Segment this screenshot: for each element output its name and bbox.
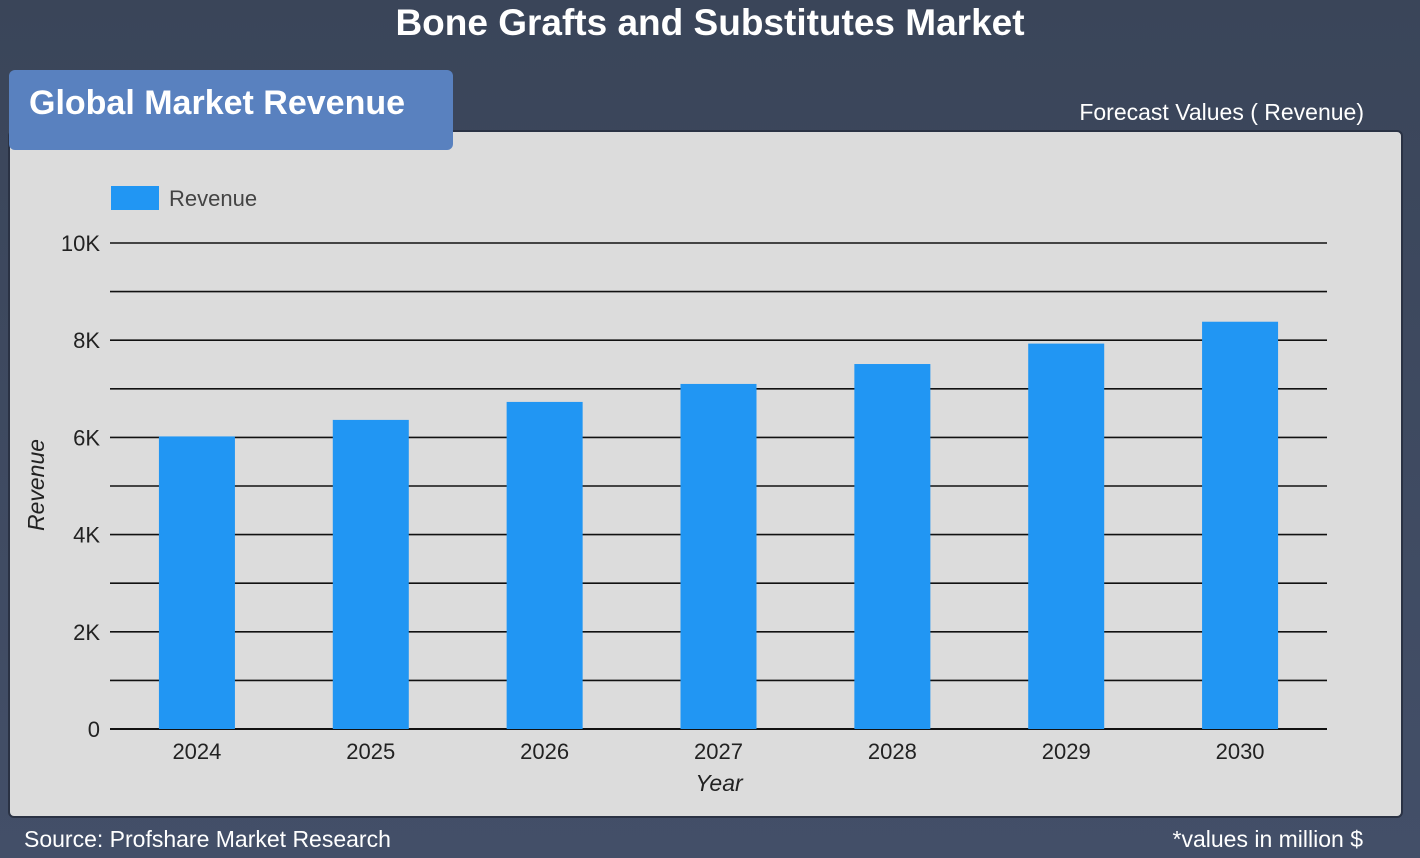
bar-2028 bbox=[854, 364, 931, 729]
bar-2029 bbox=[1028, 343, 1105, 729]
bar-2024 bbox=[158, 436, 235, 729]
forecast-label: Forecast Values ( Revenue) bbox=[1079, 99, 1364, 125]
bar-2027 bbox=[680, 383, 757, 729]
bars bbox=[158, 321, 1279, 729]
x-tick-label: 2029 bbox=[1042, 739, 1091, 764]
revenue-tab: Global Market Revenue bbox=[9, 70, 453, 150]
bar-2026 bbox=[506, 401, 583, 729]
revenue-tab-label: Global Market Revenue bbox=[29, 84, 406, 122]
bar-2030 bbox=[1202, 321, 1279, 729]
y-tick-label: 6K bbox=[73, 425, 100, 450]
x-tick-label: 2025 bbox=[346, 739, 395, 764]
legend-swatch-revenue bbox=[111, 186, 159, 210]
units-note: *values in million $ bbox=[1172, 826, 1363, 852]
y-tick-label: 8K bbox=[73, 328, 100, 353]
y-axis-title: Revenue bbox=[23, 439, 49, 531]
y-axis-ticks: 0 2K 4K 6K 8K 10K bbox=[61, 231, 100, 742]
y-tick-label: 4K bbox=[73, 523, 100, 548]
y-tick-label: 10K bbox=[61, 231, 100, 256]
source-note: Source: Profshare Market Research bbox=[24, 826, 391, 852]
x-axis-title: Year bbox=[695, 770, 744, 796]
x-tick-label: 2024 bbox=[172, 739, 221, 764]
legend-label-revenue: Revenue bbox=[169, 186, 257, 211]
y-tick-label: 2K bbox=[73, 620, 100, 645]
x-tick-label: 2030 bbox=[1216, 739, 1265, 764]
y-tick-label: 0 bbox=[88, 717, 100, 742]
x-tick-label: 2028 bbox=[868, 739, 917, 764]
bar-2025 bbox=[332, 419, 409, 729]
page-title: Bone Grafts and Substitutes Market bbox=[395, 2, 1025, 43]
x-tick-label: 2026 bbox=[520, 739, 569, 764]
x-axis-ticks: 2024 2025 2026 2027 2028 2029 2030 bbox=[172, 739, 1264, 764]
chart-legend: Revenue bbox=[111, 186, 257, 211]
x-tick-label: 2027 bbox=[694, 739, 743, 764]
